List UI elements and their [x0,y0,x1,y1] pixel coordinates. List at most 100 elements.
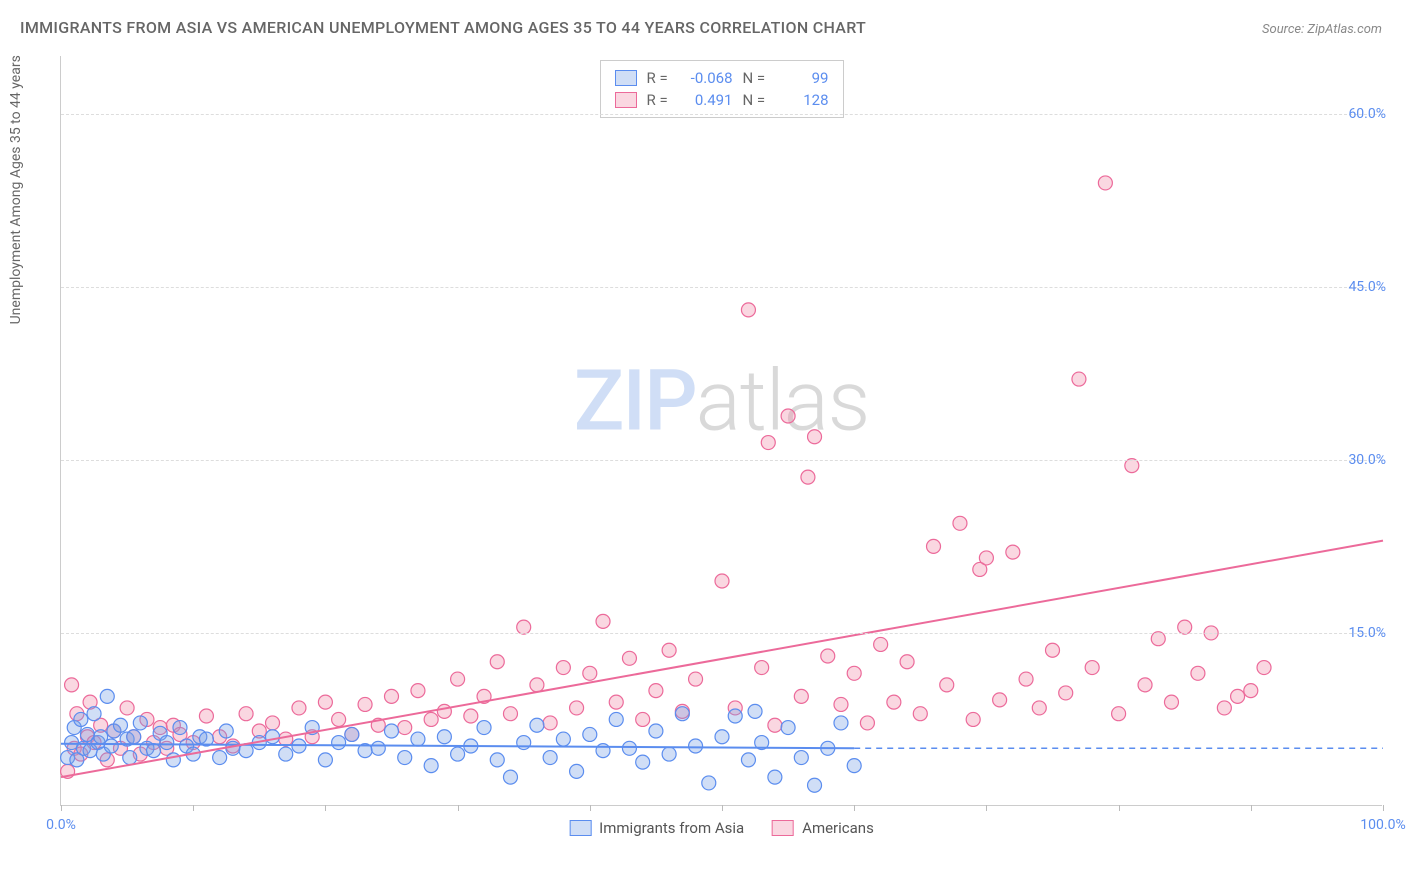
scatter-point [570,764,584,778]
n-value-blue: 99 [781,69,829,87]
scatter-plot-svg [61,56,1383,806]
scatter-point [239,707,253,721]
scatter-point [398,721,412,735]
scatter-point [781,721,795,735]
scatter-point [437,704,451,718]
scatter-point [1006,545,1020,559]
y-tick-label: 30.0% [1348,452,1386,468]
r-label: R = [647,69,675,87]
scatter-point [675,707,689,721]
scatter-point [596,744,610,758]
x-tick [1251,805,1252,811]
scatter-point [424,759,438,773]
scatter-point [927,539,941,553]
y-tick-label: 45.0% [1348,279,1386,295]
scatter-point [622,741,636,755]
chart-container: Unemployment Among Ages 35 to 44 years Z… [46,56,1382,846]
scatter-point [583,727,597,741]
scatter-point [1019,672,1033,686]
bottom-legend: Immigrants from Asia Americans [569,819,874,837]
legend-label-blue: Immigrants from Asia [599,819,744,837]
scatter-point [279,747,293,761]
legend-swatch-pink [772,820,794,836]
scatter-point [1164,695,1178,709]
scatter-point [1231,689,1245,703]
scatter-point [543,751,557,765]
chart-title: IMMIGRANTS FROM ASIA VS AMERICAN UNEMPLO… [20,18,866,37]
scatter-point [371,741,385,755]
scatter-point [199,709,213,723]
scatter-point [1046,643,1060,657]
legend-item-pink: Americans [772,819,874,837]
scatter-point [385,724,399,738]
scatter-point [543,716,557,730]
scatter-point [662,747,676,761]
scatter-point [411,732,425,746]
y-axis-label: Unemployment Among Ages 35 to 44 years [8,55,24,324]
scatter-point [794,751,808,765]
scatter-point [847,759,861,773]
scatter-point [583,666,597,680]
scatter-point [1098,176,1112,190]
swatch-blue [615,70,637,86]
n-label: N = [743,91,771,109]
scatter-point [715,574,729,588]
plot-area: ZIPatlas R = -0.068 N = 99 R = 0.491 N =… [60,56,1382,806]
x-tick [986,805,987,811]
scatter-point [318,695,332,709]
stats-row-pink: R = 0.491 N = 128 [615,89,829,111]
scatter-point [123,751,137,765]
scatter-point [517,736,531,750]
x-tick [590,805,591,811]
r-label: R = [647,91,675,109]
scatter-point [689,739,703,753]
scatter-point [87,707,101,721]
scatter-point [345,727,359,741]
scatter-point [702,776,716,790]
scatter-point [1085,661,1099,675]
scatter-point [219,724,233,738]
scatter-point [147,744,161,758]
y-tick-label: 15.0% [1348,625,1386,641]
x-tick [193,805,194,811]
scatter-point [1138,678,1152,692]
scatter-point [213,751,227,765]
x-tick [61,805,62,811]
scatter-point [490,655,504,669]
scatter-point [768,718,782,732]
scatter-point [860,716,874,730]
scatter-point [332,712,346,726]
scatter-point [292,701,306,715]
scatter-point [900,655,914,669]
scatter-point [1191,666,1205,680]
scatter-point [1072,372,1086,386]
scatter-point [761,436,775,450]
r-value-blue: -0.068 [685,69,733,87]
r-value-pink: 0.491 [685,91,733,109]
scatter-point [755,661,769,675]
x-tick [325,805,326,811]
scatter-point [318,753,332,767]
scatter-point [160,736,174,750]
gridline [61,287,1382,288]
scatter-point [1032,701,1046,715]
scatter-point [887,695,901,709]
scatter-point [636,755,650,769]
n-value-pink: 128 [781,91,829,109]
x-tick [1383,805,1384,811]
scatter-point [596,614,610,628]
scatter-point [636,712,650,726]
scatter-point [1059,686,1073,700]
scatter-point [74,712,88,726]
scatter-point [768,770,782,784]
swatch-pink [615,92,637,108]
scatter-point [65,678,79,692]
scatter-point [451,672,465,686]
scatter-point [166,753,180,767]
scatter-point [741,303,755,317]
scatter-point [451,747,465,761]
y-tick-label: 60.0% [1348,106,1386,122]
scatter-point [821,649,835,663]
scatter-point [715,730,729,744]
scatter-point [424,712,438,726]
